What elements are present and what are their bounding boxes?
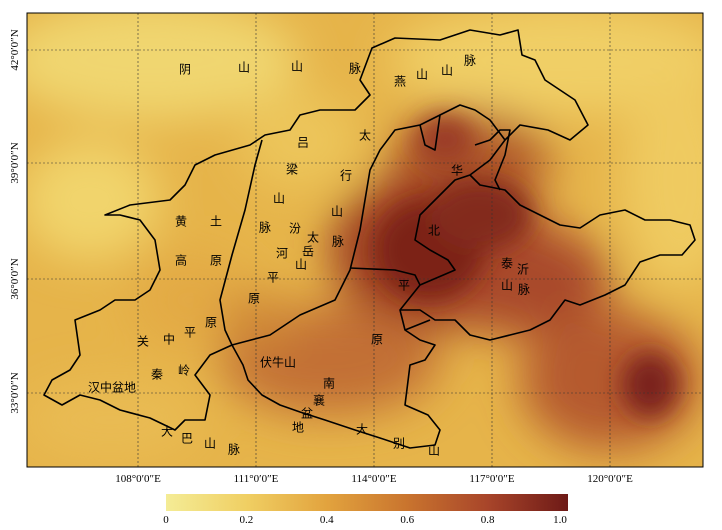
colorbar-tick-label: 0.2 — [240, 514, 254, 526]
map-frame — [26, 12, 704, 468]
label-qinling-2: 岭 — [178, 364, 190, 378]
label-daba-3: 山 — [204, 437, 216, 451]
label-nanxiang-4: 地 — [292, 421, 304, 435]
label-taiyi-1: 泰 — [501, 257, 513, 271]
lon-tick-label: 108°0′0″E — [115, 473, 161, 485]
colorbar-tick-label: 0 — [163, 514, 169, 526]
label-lvliang-2: 梁 — [286, 162, 298, 177]
lat-tick-label: 39°0′0″N — [9, 142, 21, 183]
label-loess-2: 土 — [210, 215, 222, 229]
label-fenhe-3: 平 — [267, 271, 279, 285]
label-taihang-2: 行 — [340, 169, 352, 183]
label-taihang-4: 脉 — [332, 234, 344, 249]
lon-tick-label: 114°0′0″E — [351, 473, 396, 485]
label-taiyi-2: 沂 — [517, 263, 529, 277]
lat-tick-label: 33°0′0″N — [9, 372, 21, 413]
label-huabei-1: 华 — [451, 164, 463, 178]
label-yinshan-1: 阴 — [179, 63, 191, 77]
label-yanshan-1: 燕 — [394, 75, 406, 89]
label-guanzhong-3: 平 — [184, 326, 196, 340]
colorbar-gradient — [166, 494, 568, 511]
label-taiyue-2: 岳 — [302, 245, 314, 259]
label-yinshan-4: 脉 — [349, 61, 361, 76]
label-dabie-2: 别 — [393, 437, 405, 451]
label-guanzhong-2: 中 — [163, 332, 175, 347]
label-dabie-3: 山 — [428, 444, 440, 458]
label-hanzhong: 汉中盆地 — [88, 380, 136, 395]
lon-tick-label: 120°0′0″E — [587, 473, 633, 485]
label-taihang-3: 山 — [331, 205, 343, 219]
label-huabei-2: 北 — [428, 224, 440, 238]
label-loess-4: 原 — [210, 254, 222, 268]
label-fenhe-4: 原 — [248, 292, 260, 306]
lat-tick-labels: 42°0′0″N 39°0′0″N 36°0′0″N 33°0′0″N — [9, 29, 21, 413]
label-taihang-1: 太 — [359, 128, 371, 143]
label-dabie-1: 大 — [356, 423, 368, 437]
label-yanshan-2: 山 — [416, 68, 428, 82]
lat-tick-label: 36°0′0″N — [9, 258, 21, 299]
label-lvliang-3: 山 — [273, 192, 285, 206]
lon-tick-label: 111°0′0″E — [234, 473, 279, 485]
label-yanshan-3: 山 — [441, 64, 453, 78]
lat-tick-label: 42°0′0″N — [9, 29, 21, 70]
label-fenhe-2: 河 — [276, 247, 288, 261]
label-daba-2: 巴 — [181, 432, 193, 446]
colorbar-tick-label: 1.0 — [553, 514, 567, 526]
label-nanxiang-1: 南 — [323, 376, 335, 391]
label-taiyue-3: 山 — [295, 258, 307, 272]
label-nanxiang-2: 襄 — [313, 393, 325, 408]
label-lvliang-4: 脉 — [259, 220, 271, 235]
province-boundaries — [43, 29, 696, 449]
label-fenhe-1: 汾 — [289, 222, 301, 236]
label-loess-3: 高 — [175, 253, 187, 268]
label-huabei-4: 原 — [371, 333, 383, 347]
label-loess-1: 黄 — [175, 215, 187, 229]
label-taiyue-1: 太 — [307, 230, 319, 245]
colorbar-tick-label: 0.8 — [481, 514, 495, 526]
label-taiyi-4: 脉 — [518, 282, 530, 297]
colorbar-tick-label: 0.4 — [320, 514, 334, 526]
graticule — [27, 13, 703, 467]
colorbar-tick-label: 0.6 — [400, 514, 414, 526]
colorbar: 0 0.2 0.4 0.6 0.8 1.0 — [163, 494, 568, 526]
lon-tick-label: 117°0′0″E — [469, 473, 514, 485]
label-daba-4: 脉 — [228, 442, 240, 457]
label-guanzhong-1: 关 — [137, 335, 149, 349]
colorbar-tick-labels: 0 0.2 0.4 0.6 0.8 1.0 — [163, 514, 567, 526]
label-yanshan-4: 脉 — [464, 53, 476, 68]
label-funiu: 伏牛山 — [260, 355, 296, 370]
place-labels: 阴山山脉燕山山脉太行山脉吕梁山脉 汾河平原太岳山黄 土高 原华北平原泰 沂山 脉关中平原秦… — [88, 53, 530, 458]
lon-tick-labels: 108°0′0″E 111°0′0″E 114°0′0″E 117°0′0″E 120°… — [115, 473, 633, 485]
label-taiyi-3: 山 — [501, 279, 513, 293]
label-yinshan-2: 山 — [238, 61, 250, 75]
label-lvliang-1: 吕 — [297, 136, 309, 150]
region-outline — [43, 29, 589, 449]
label-nanxiang-3: 盆 — [301, 407, 313, 421]
label-qinling-1: 秦 — [151, 368, 163, 382]
label-daba-1: 大 — [161, 425, 173, 439]
label-yinshan-3: 山 — [291, 60, 303, 74]
label-guanzhong-4: 原 — [205, 316, 217, 330]
label-huabei-3: 平 — [398, 279, 410, 293]
